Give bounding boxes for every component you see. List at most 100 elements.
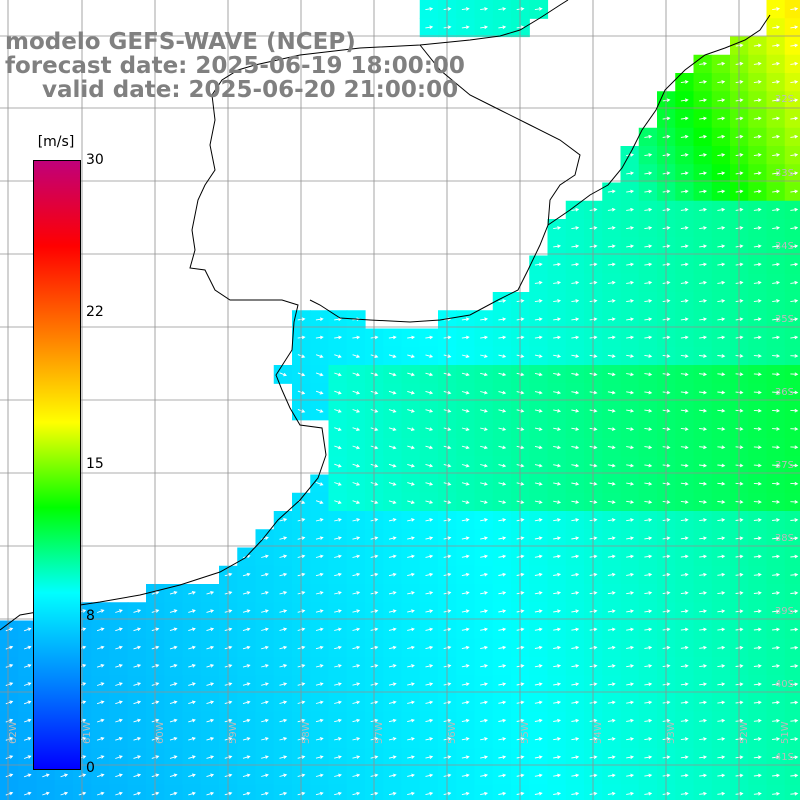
wind-arrow: [498, 718, 507, 723]
wind-arrow: [753, 682, 762, 687]
wind-arrow: [753, 664, 762, 668]
wind-arrow: [534, 554, 543, 559]
wind-arrow: [553, 645, 562, 650]
wind-arrow: [607, 445, 616, 450]
wind-arrow: [169, 591, 178, 595]
wind-arrow: [480, 737, 489, 741]
colorbar-tick: 30: [86, 152, 104, 168]
wind-arrow: [480, 372, 488, 377]
lon-label: 57W: [374, 721, 385, 744]
wind-arrow: [534, 262, 543, 267]
wind-arrow: [553, 226, 562, 230]
wind-cell: [273, 784, 293, 800]
wind-arrow: [699, 134, 708, 139]
wind-arrow: [772, 572, 781, 577]
wind-arrow: [425, 409, 434, 413]
wind-arrow: [680, 755, 689, 760]
wind-arrow: [388, 536, 397, 540]
wind-arrow: [242, 627, 251, 632]
wind-arrow: [480, 445, 488, 450]
wind-arrow: [717, 682, 726, 687]
wind-arrow: [5, 791, 14, 796]
wind-arrow: [626, 244, 635, 249]
wind-arrow: [352, 518, 361, 522]
wind-arrow: [553, 427, 562, 431]
wind-arrow: [772, 390, 781, 395]
wind-arrow: [534, 791, 543, 796]
wind-arrow: [407, 773, 415, 778]
wind-arrow: [388, 664, 397, 668]
wind-arrow: [498, 773, 507, 778]
wind-arrow: [753, 518, 762, 522]
wind-arrow: [480, 354, 488, 358]
wind-cell: [383, 784, 403, 800]
wind-arrow: [5, 664, 14, 668]
wind-arrow: [498, 737, 507, 741]
wind-arrow: [571, 718, 580, 723]
wind-arrow: [206, 718, 215, 723]
wind-arrow: [352, 645, 361, 650]
wind-arrow: [261, 791, 269, 796]
wind-arrow: [115, 773, 123, 778]
wind-arrow: [571, 244, 580, 249]
wind-arrow: [607, 409, 616, 413]
wind-arrow: [315, 627, 324, 632]
wind-arrow: [480, 518, 489, 522]
wind-arrow: [461, 755, 470, 759]
wind-arrow: [5, 737, 14, 741]
wind-arrow: [626, 481, 635, 486]
wind-arrow: [772, 354, 781, 358]
wind-arrow: [334, 572, 342, 577]
wind-arrow: [480, 390, 488, 395]
wind-arrow: [699, 554, 708, 559]
wind-arrow: [461, 335, 470, 340]
wind-arrow: [717, 536, 726, 541]
lon-label: 51W: [780, 721, 791, 744]
wind-arrow: [480, 427, 488, 431]
wind-arrow: [626, 262, 635, 267]
wind-cell: [365, 784, 384, 800]
wind-arrow: [352, 737, 361, 741]
wind-arrow: [425, 25, 434, 30]
wind-arrow: [790, 427, 799, 431]
wind-arrow: [498, 317, 507, 322]
wind-arrow: [717, 116, 726, 121]
wind-arrow: [790, 609, 799, 614]
wind-arrow: [790, 554, 799, 559]
wind-arrow: [534, 718, 543, 723]
wind-arrow: [699, 791, 708, 796]
wind-arrow: [315, 682, 324, 686]
wind-arrow: [699, 664, 708, 668]
wind-arrow: [571, 791, 580, 796]
wind-arrow: [790, 627, 799, 632]
wind-arrow: [717, 700, 726, 705]
wind-arrow: [23, 773, 32, 778]
wind-arrow: [60, 773, 69, 778]
wind-arrow: [772, 682, 781, 687]
wind-arrow: [96, 664, 105, 668]
wind-arrow: [571, 445, 580, 450]
wind-arrow: [279, 572, 288, 577]
wind-arrow: [699, 737, 708, 741]
wind-arrow: [407, 372, 415, 377]
wind-arrow: [553, 390, 562, 395]
wind-arrow: [607, 317, 616, 322]
wind-arrow: [753, 737, 762, 741]
wind-cell: [675, 784, 695, 800]
wind-arrow: [553, 572, 562, 577]
wind-arrow: [553, 664, 562, 668]
wind-arrow: [388, 773, 397, 778]
lon-label: 61W: [82, 721, 93, 744]
wind-arrow: [461, 627, 470, 632]
wind-arrow: [315, 390, 324, 395]
wind-arrow: [790, 390, 799, 395]
wind-arrow: [644, 518, 653, 522]
wind-arrow: [169, 718, 178, 723]
wind-arrow: [699, 627, 708, 632]
wind-arrow: [388, 518, 397, 522]
wind-arrow: [717, 354, 726, 358]
wind-arrow: [571, 427, 580, 431]
wind-arrow: [699, 98, 708, 103]
wind-arrow: [334, 390, 342, 395]
wind-arrow: [571, 280, 580, 285]
